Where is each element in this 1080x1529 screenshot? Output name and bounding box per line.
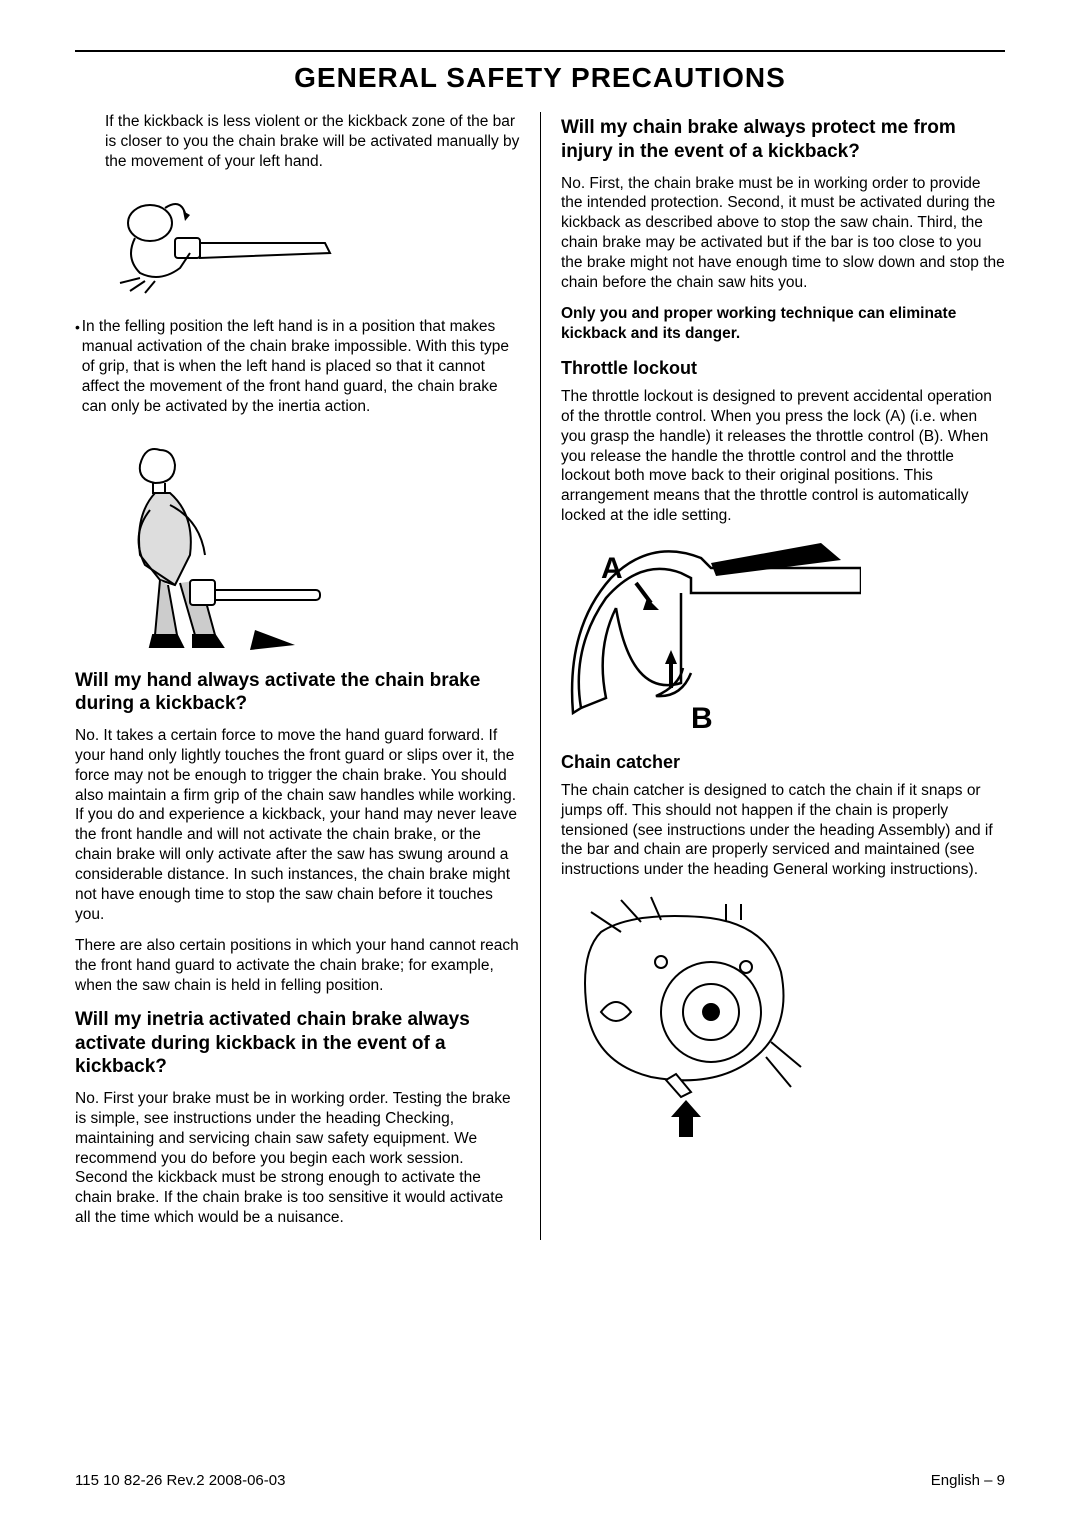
q2-paragraph1: No. First your brake must be in working … [75,1089,520,1228]
left-column: If the kickback is less violent or the k… [75,112,540,1240]
throttle-paragraph: The throttle lockout is designed to prev… [561,387,1005,526]
q2-heading: Will my inetria activated chain brake al… [75,1008,520,1079]
footer-right: English – 9 [931,1472,1005,1489]
q3-paragraph1: No. First, the chain brake must be in wo… [561,174,1005,293]
bullet-item: • In the felling position the left hand … [75,317,520,428]
figure-chain-catcher [561,892,1005,1142]
page-footer: 115 10 82-26 Rev.2 2008-06-03 English – … [75,1472,1005,1489]
q1-paragraph1: No. It takes a certain force to move the… [75,726,520,924]
figure-chainsaw-hand [105,183,520,303]
footer-left: 115 10 82-26 Rev.2 2008-06-03 [75,1472,285,1489]
catcher-paragraph: The chain catcher is designed to catch t… [561,781,1005,880]
two-column-layout: If the kickback is less violent or the k… [75,112,1005,1240]
label-a: A [601,552,623,585]
q3-bold: Only you and proper working technique ca… [561,304,1005,344]
page-title: GENERAL SAFETY PRECAUTIONS [75,62,1005,94]
right-column: Will my chain brake always protect me fr… [540,112,1005,1240]
bullet-marker: • [75,317,82,428]
figure-throttle-lockout: A B [561,538,1005,738]
catcher-heading: Chain catcher [561,752,1005,773]
q3-heading: Will my chain brake always protect me fr… [561,116,1005,164]
top-rule [75,50,1005,52]
q1-paragraph2: There are also certain positions in whic… [75,936,520,995]
figure-felling-position [105,435,520,655]
q1-heading: Will my hand always activate the chain b… [75,669,520,717]
label-b: B [691,702,713,735]
throttle-heading: Throttle lockout [561,358,1005,379]
bullet-text: In the felling position the left hand is… [82,317,520,416]
intro-paragraph: If the kickback is less violent or the k… [105,112,520,171]
